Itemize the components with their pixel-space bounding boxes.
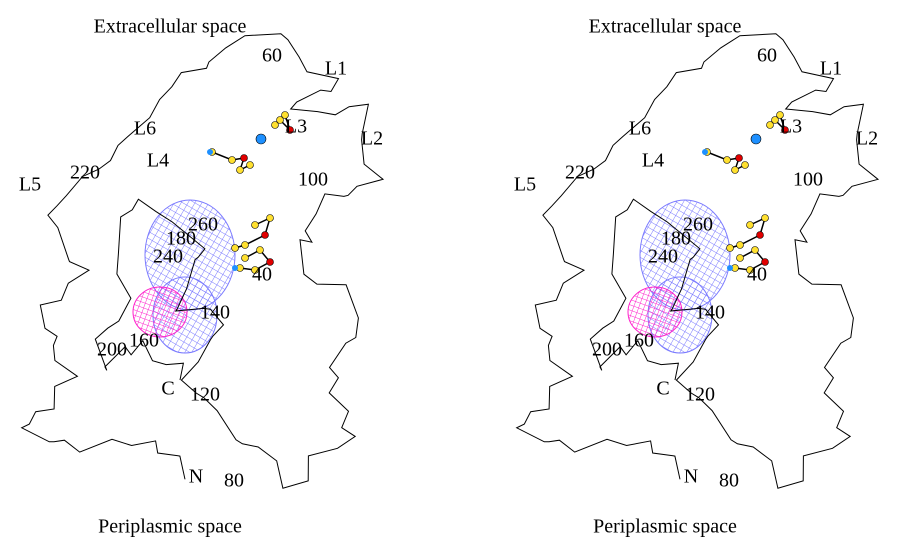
figure: Extracellular space Periplasmic space 60 L1… (0, 0, 897, 543)
atom (747, 222, 754, 229)
residue-label: 60 (262, 45, 282, 67)
residue-label: 100 (793, 169, 823, 191)
compartment-label: Periplasmic space (593, 516, 737, 538)
residue-label: L5 (19, 174, 41, 196)
compartment-label: Periplasmic space (98, 516, 242, 538)
residue-label: 200 (592, 339, 622, 361)
atom (241, 155, 248, 162)
atom (252, 222, 259, 229)
residue-label: L2 (361, 128, 383, 150)
residue-label: L6 (629, 118, 651, 140)
atom (736, 155, 743, 162)
atom (702, 149, 708, 155)
atom (737, 255, 744, 262)
residue-label: L3 (285, 116, 307, 138)
atom (232, 245, 239, 252)
residue-label: 120 (685, 384, 715, 406)
atom (232, 265, 238, 271)
atom (277, 117, 284, 124)
residue-label: 220 (70, 162, 100, 184)
residue-label: 40 (252, 264, 272, 286)
residue-label: L6 (134, 118, 156, 140)
residue-label: 80 (719, 470, 739, 492)
residue-label: 240 (648, 246, 678, 268)
residue-label: L4 (642, 150, 664, 172)
residue-label: C (161, 378, 174, 400)
atom (237, 167, 244, 174)
compartment-label: Extracellular space (94, 16, 247, 38)
residue-label: 220 (565, 162, 595, 184)
residue-label: 240 (153, 246, 183, 268)
atom (762, 215, 769, 222)
atom (262, 232, 269, 239)
ion (256, 134, 266, 144)
atom (257, 247, 264, 254)
atom (247, 162, 254, 169)
atom (757, 232, 764, 239)
residue-label: 140 (695, 302, 725, 324)
residue-label: L2 (856, 128, 878, 150)
residue-label: L3 (780, 116, 802, 138)
residue-label: N (189, 466, 203, 488)
atom (267, 215, 274, 222)
atom (727, 265, 733, 271)
residue-label: 40 (747, 264, 767, 286)
residue-label: 120 (190, 384, 220, 406)
atom (737, 242, 744, 249)
atom (727, 245, 734, 252)
atom (752, 247, 759, 254)
residue-label: N (684, 466, 698, 488)
residue-label: 80 (224, 470, 244, 492)
residue-label: 60 (757, 45, 777, 67)
atom (207, 149, 213, 155)
stereo-panel: Extracellular space Periplasmic space 60 L1… (19, 16, 383, 538)
residue-label: 160 (624, 330, 654, 352)
residue-label: C (656, 378, 669, 400)
atom (724, 157, 731, 164)
atom (732, 167, 739, 174)
residue-label: L1 (325, 58, 347, 80)
residue-label: 200 (97, 339, 127, 361)
atom (742, 162, 749, 169)
stereo-panel: Extracellular space Periplasmic space 60 L1… (514, 16, 878, 538)
ion (751, 134, 761, 144)
compartment-label: Extracellular space (589, 16, 742, 38)
residue-label: L1 (820, 58, 842, 80)
atom (772, 117, 779, 124)
atom (229, 157, 236, 164)
atom (242, 255, 249, 262)
residue-label: 100 (298, 169, 328, 191)
residue-label: 140 (200, 302, 230, 324)
atom (242, 242, 249, 249)
residue-label: 160 (129, 330, 159, 352)
residue-label: L4 (147, 150, 169, 172)
residue-label: L5 (514, 174, 536, 196)
